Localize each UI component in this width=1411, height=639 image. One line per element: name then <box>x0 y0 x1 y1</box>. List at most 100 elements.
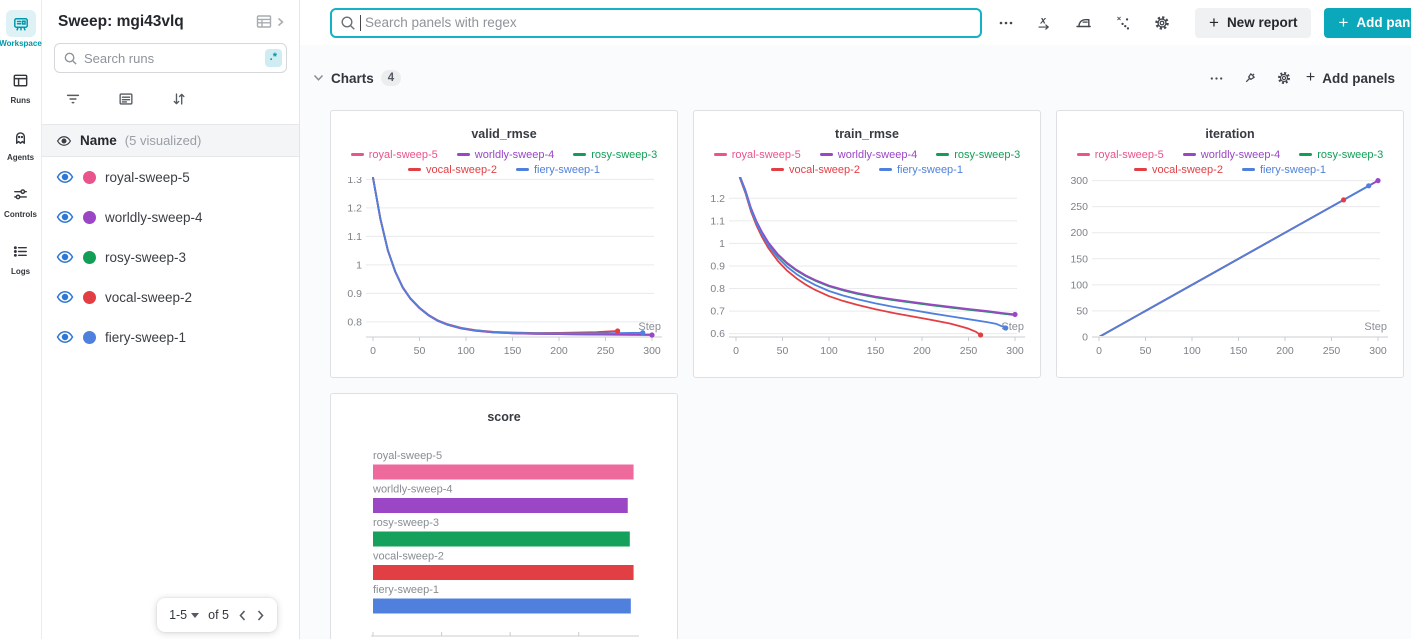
legend-row: royal-sweep-5 worldly-sweep-4 rosy-sweep-3 <box>694 147 1040 162</box>
search-panels-input[interactable] <box>365 15 972 30</box>
svg-text:worldly-sweep-4: worldly-sweep-4 <box>372 484 452 496</box>
search-icon <box>64 52 77 65</box>
pin-section-button[interactable] <box>1238 66 1262 90</box>
legend-item: worldly-sweep-4 <box>819 149 917 161</box>
run-row[interactable]: worldly-sweep-4 <box>42 197 299 237</box>
legend-color-dash <box>1134 168 1148 171</box>
legend-row: vocal-sweep-2 fiery-sweep-1 <box>694 162 1040 177</box>
more-options-button[interactable] <box>994 11 1018 35</box>
search-runs-box[interactable]: .* <box>54 43 287 73</box>
chart-panel-valid-rmse[interactable]: valid_rmse royal-sweep-5 worldly-sweep-4 ro… <box>330 110 678 378</box>
run-color-dot <box>83 250 96 264</box>
legend-series-name: royal-sweep-5 <box>368 148 438 161</box>
x-axis-settings-button[interactable]: x <box>1031 10 1057 36</box>
svg-text:x: x <box>1039 15 1046 26</box>
svg-text:150: 150 <box>867 345 885 357</box>
section-settings-button[interactable] <box>1272 66 1296 90</box>
legend-item: vocal-sweep-2 <box>771 164 860 176</box>
rail-item-controls[interactable]: Controls <box>4 181 37 219</box>
svg-text:1.2: 1.2 <box>347 202 362 214</box>
chart-panel-train-rmse[interactable]: train_rmse royal-sweep-5 worldly-sweep-4 ro… <box>693 110 1041 378</box>
run-color-dot <box>83 170 96 184</box>
chart-panel-iteration[interactable]: iteration royal-sweep-5 worldly-sweep-4 ros… <box>1056 110 1404 378</box>
runs-table-header[interactable]: Name (5 visualized) <box>42 124 299 157</box>
workspace-settings-button[interactable] <box>1149 10 1175 36</box>
rail-item-agents[interactable]: Agents <box>6 124 36 162</box>
rail-item-logs[interactable]: Logs <box>6 238 36 276</box>
svg-text:royal-sweep-5: royal-sweep-5 <box>373 450 442 462</box>
smoothing-button[interactable] <box>1070 9 1097 36</box>
new-report-button[interactable]: + New report <box>1195 7 1312 38</box>
section-title: Charts <box>331 70 374 86</box>
sort-arrows-icon <box>173 93 185 105</box>
legend-color-dash <box>819 153 833 156</box>
chevron-down-icon[interactable] <box>313 74 324 82</box>
rail-item-runs[interactable]: Runs <box>6 67 36 105</box>
legend-item: vocal-sweep-2 <box>1134 164 1223 176</box>
run-row[interactable]: fiery-sweep-1 <box>42 317 299 357</box>
next-page-button[interactable] <box>256 609 265 622</box>
svg-text:100: 100 <box>820 345 838 357</box>
x-axis-icon: x <box>1038 15 1050 30</box>
visibility-eye-icon[interactable] <box>56 170 74 184</box>
legend-series-name: rosy-sweep-3 <box>1317 148 1384 161</box>
run-list: royal-sweep-5 worldly-sweep-4 rosy-sweep… <box>42 157 299 357</box>
chart-panel-score[interactable]: score royal-sweep-5 worldly-sweep-4 rosy-sw… <box>330 393 678 639</box>
visibility-eye-icon[interactable] <box>56 330 74 344</box>
prev-page-button[interactable] <box>238 609 247 622</box>
svg-text:1.1: 1.1 <box>710 215 725 227</box>
page-range-dropdown[interactable]: 1-5 <box>169 608 200 622</box>
settings-gear-icon <box>1155 15 1169 30</box>
svg-text:300: 300 <box>1369 345 1387 357</box>
series-line <box>738 177 982 336</box>
series-line <box>739 177 1016 316</box>
expand-table-button[interactable] <box>255 12 285 31</box>
visibility-eye-icon[interactable] <box>56 250 74 264</box>
columns-button[interactable] <box>113 86 139 112</box>
sliders-icon <box>5 181 35 208</box>
series-line <box>1098 184 1370 336</box>
regex-toggle[interactable]: .* <box>264 49 282 67</box>
svg-text:fiery-sweep-1: fiery-sweep-1 <box>373 584 439 596</box>
section-more-button[interactable] <box>1205 67 1228 90</box>
legend-item: royal-sweep-5 <box>1076 149 1164 161</box>
legend-color-dash <box>1182 153 1196 156</box>
legend-color-dash <box>573 153 587 156</box>
sort-button[interactable] <box>166 86 192 112</box>
visibility-eye-icon[interactable] <box>56 210 74 224</box>
svg-text:1: 1 <box>719 238 725 250</box>
series-line <box>372 177 653 336</box>
svg-text:300: 300 <box>643 345 661 357</box>
visibility-eye-icon[interactable] <box>56 290 74 304</box>
search-runs-input[interactable] <box>84 50 259 66</box>
run-row[interactable]: rosy-sweep-3 <box>42 237 299 277</box>
legend-color-dash <box>713 153 727 156</box>
plus-icon: + <box>1209 13 1219 32</box>
section-add-panels-button[interactable]: + Add panels <box>1306 69 1395 87</box>
svg-text:1.1: 1.1 <box>347 231 362 243</box>
run-row[interactable]: vocal-sweep-2 <box>42 277 299 317</box>
outliers-button[interactable]: × <box>1110 10 1136 36</box>
search-panels-box[interactable] <box>330 7 982 38</box>
filter-button[interactable] <box>60 86 86 112</box>
svg-text:0.8: 0.8 <box>710 283 725 295</box>
svg-text:200: 200 <box>550 345 568 357</box>
caret-down-icon <box>191 612 200 618</box>
left-nav-rail: Workspace Runs Agents <box>0 0 42 639</box>
series-end-dot <box>1366 183 1372 189</box>
svg-text:0: 0 <box>370 345 376 357</box>
svg-text:250: 250 <box>960 345 978 357</box>
svg-text:1.2: 1.2 <box>710 193 725 205</box>
svg-text:0.9: 0.9 <box>710 260 725 272</box>
svg-text:0.9: 0.9 <box>347 288 362 300</box>
run-row[interactable]: royal-sweep-5 <box>42 157 299 197</box>
runs-sidebar: Sweep: mgi43vlq .* <box>42 0 300 639</box>
rail-item-workspace[interactable]: Workspace <box>0 10 42 48</box>
legend-item: worldly-sweep-4 <box>1182 149 1280 161</box>
legend-color-dash <box>1299 153 1313 156</box>
svg-text:50: 50 <box>1076 305 1088 317</box>
chart-legend: royal-sweep-5 worldly-sweep-4 rosy-sweep-3… <box>694 147 1040 177</box>
legend-row: vocal-sweep-2 fiery-sweep-1 <box>331 162 677 177</box>
add-panels-button[interactable]: + Add panels <box>1324 7 1411 38</box>
